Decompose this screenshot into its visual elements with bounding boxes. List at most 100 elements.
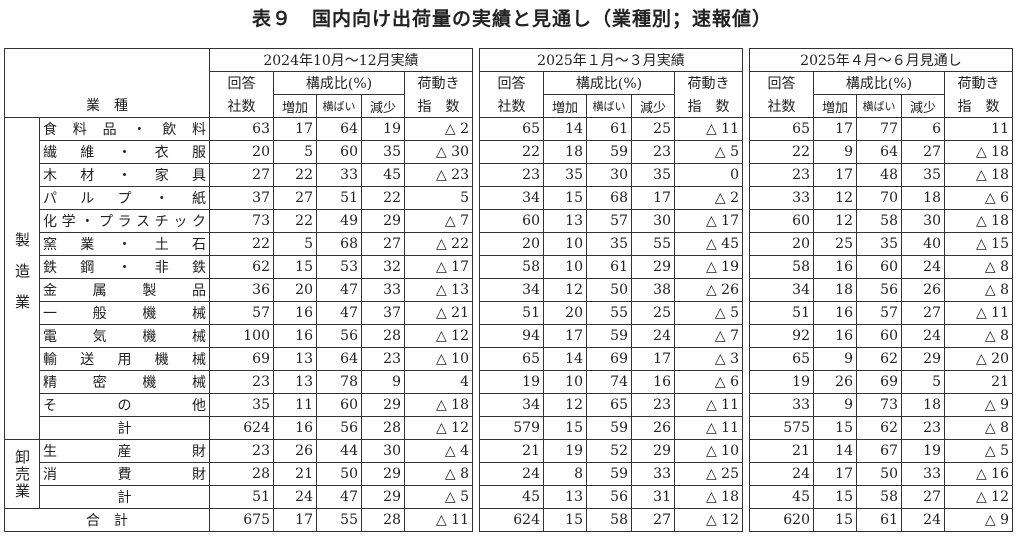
table-cell: 23 bbox=[479, 163, 544, 187]
table-cell: 21 bbox=[749, 439, 814, 463]
table-cell: 15 bbox=[813, 508, 857, 532]
table-cell: △ 11 bbox=[404, 508, 473, 532]
index-header-bottom: 指 数 bbox=[944, 94, 1013, 118]
table-cell: 29 bbox=[361, 485, 405, 509]
table-cell: 65 bbox=[479, 347, 544, 371]
table-cell: 22 bbox=[749, 140, 814, 164]
table-cell: △ 7 bbox=[404, 209, 473, 233]
table-cell: 28 bbox=[361, 508, 405, 532]
table-cell: △ 4 bbox=[404, 439, 473, 463]
table-cell: 18 bbox=[543, 140, 587, 164]
row-label: 食料品・飲料 bbox=[39, 117, 210, 141]
table-cell: △ 45 bbox=[674, 232, 743, 256]
table-cell: 27 bbox=[631, 508, 675, 532]
table-cell: 16 bbox=[273, 301, 317, 325]
table-cell: 30 bbox=[586, 163, 632, 187]
table-cell: 51 bbox=[479, 301, 544, 325]
table-cell: △ 9 bbox=[944, 508, 1013, 532]
column-gap bbox=[472, 232, 480, 256]
column-gap bbox=[742, 278, 750, 302]
table-cell: 13 bbox=[273, 370, 317, 394]
flat-header: 横ばい bbox=[856, 94, 902, 118]
table-cell: 69 bbox=[856, 370, 902, 394]
column-gap bbox=[742, 485, 750, 509]
table-cell: △ 8 bbox=[404, 462, 473, 486]
table-cell: 17 bbox=[543, 324, 587, 348]
table-cell: △ 19 bbox=[674, 255, 743, 279]
table-cell: 20 bbox=[479, 232, 544, 256]
table-row: 繊維・衣服 20 5 60 35 △ 30 22 18 59 23 △ 5 22 9 64 27 △ 18 bbox=[5, 140, 1013, 164]
table-cell: △ 5 bbox=[674, 140, 743, 164]
table-cell: 73 bbox=[856, 393, 902, 417]
table-cell: 77 bbox=[856, 117, 902, 141]
table-cell: 10 bbox=[543, 370, 587, 394]
table-cell: 16 bbox=[813, 255, 857, 279]
table-cell: 23 bbox=[749, 163, 814, 187]
table-row: パルプ・紙 37 27 51 22 5 34 15 68 17 △ 2 33 12 70 18 △ 6 bbox=[5, 186, 1013, 210]
industry-header: 業 種 bbox=[4, 48, 210, 118]
table-cell: △ 23 bbox=[404, 163, 473, 187]
table-cell: △ 18 bbox=[944, 140, 1013, 164]
table-cell: 22 bbox=[209, 232, 274, 256]
column-gap bbox=[742, 140, 750, 164]
table-cell: 23 bbox=[209, 370, 274, 394]
table-cell: 29 bbox=[901, 347, 945, 371]
table-cell: 33 bbox=[749, 186, 814, 210]
table-cell: 22 bbox=[273, 163, 317, 187]
table-cell: 9 bbox=[813, 140, 857, 164]
table-cell: △ 6 bbox=[944, 186, 1013, 210]
table-cell: 34 bbox=[749, 278, 814, 302]
table-cell: 60 bbox=[316, 140, 362, 164]
table-cell: △ 8 bbox=[944, 324, 1013, 348]
column-gap bbox=[472, 117, 480, 141]
table-cell: 44 bbox=[316, 439, 362, 463]
table-row: 輸送用機械 69 13 64 23 △ 10 65 14 69 17 △ 3 65 9 62 29 △ 20 bbox=[5, 347, 1013, 371]
table-cell: 50 bbox=[316, 462, 362, 486]
column-gap bbox=[472, 485, 480, 509]
table-cell: 26 bbox=[813, 370, 857, 394]
table-cell: △ 10 bbox=[404, 347, 473, 371]
flat-header: 横ばい bbox=[316, 94, 362, 118]
table-cell: 100 bbox=[209, 324, 274, 348]
table-cell: 23 bbox=[631, 393, 675, 417]
table-cell: 55 bbox=[316, 508, 362, 532]
composition-header: 構成比(%) bbox=[543, 71, 675, 95]
respondents-header-bottom: 社数 bbox=[749, 94, 814, 118]
table-cell: 17 bbox=[273, 117, 317, 141]
row-label: パルプ・紙 bbox=[39, 186, 210, 210]
row-label: 金属製品 bbox=[39, 278, 210, 302]
table-cell: △ 21 bbox=[404, 301, 473, 325]
table-cell: 9 bbox=[361, 370, 405, 394]
table-cell: 65 bbox=[749, 347, 814, 371]
table-cell: 59 bbox=[586, 416, 632, 440]
table-cell: △ 8 bbox=[944, 416, 1013, 440]
respondents-header-top: 回答 bbox=[479, 71, 544, 95]
section-label-manufacturing: 製造業 bbox=[4, 117, 40, 440]
table-cell: 19 bbox=[901, 439, 945, 463]
table-cell: 23 bbox=[631, 140, 675, 164]
table-cell: 56 bbox=[316, 324, 362, 348]
table-cell: 34 bbox=[479, 393, 544, 417]
table-cell: 27 bbox=[209, 163, 274, 187]
table-cell: 0 bbox=[674, 163, 743, 187]
table-cell: 16 bbox=[631, 370, 675, 394]
table-cell: 37 bbox=[209, 186, 274, 210]
table-cell: △ 17 bbox=[404, 255, 473, 279]
table-cell: 18 bbox=[901, 393, 945, 417]
table-cell: 15 bbox=[813, 485, 857, 509]
table-cell: 9 bbox=[813, 347, 857, 371]
table-cell: 68 bbox=[586, 186, 632, 210]
table-cell: 24 bbox=[479, 462, 544, 486]
column-gap bbox=[472, 462, 480, 486]
table-cell: 26 bbox=[631, 416, 675, 440]
table-cell: 18 bbox=[901, 186, 945, 210]
table-cell: 27 bbox=[273, 186, 317, 210]
table-cell: 11 bbox=[944, 117, 1013, 141]
table-cell: 675 bbox=[209, 508, 274, 532]
table-cell: △ 12 bbox=[404, 416, 473, 440]
table-cell: △ 20 bbox=[944, 347, 1013, 371]
table-cell: 65 bbox=[479, 117, 544, 141]
table-cell: 31 bbox=[631, 485, 675, 509]
index-header-top: 荷動き bbox=[674, 71, 743, 95]
table-cell: 15 bbox=[543, 186, 587, 210]
